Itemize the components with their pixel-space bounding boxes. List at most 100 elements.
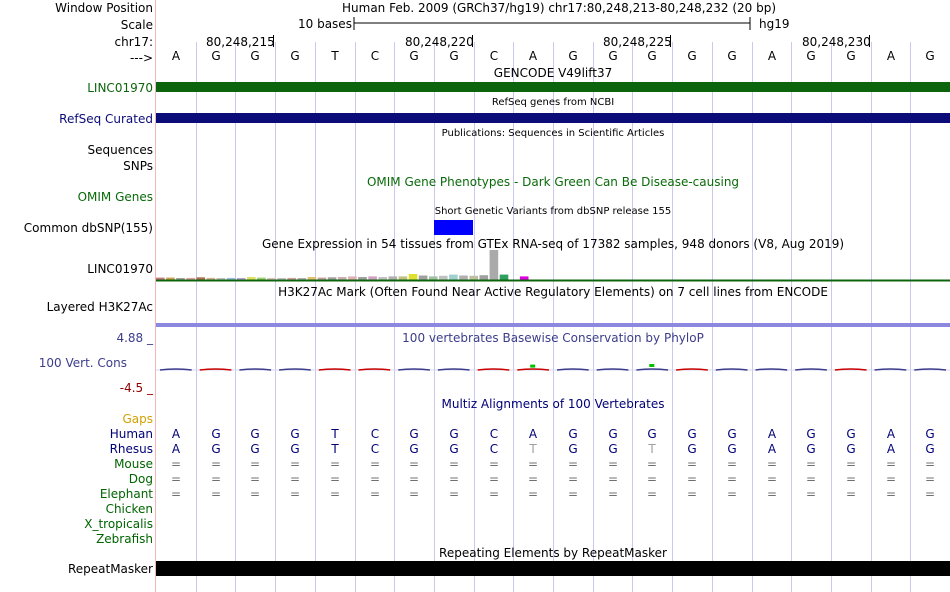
gtex-tissue-bar: [489, 250, 499, 280]
species-label[interactable]: Mouse: [114, 457, 153, 471]
gencode-track-label[interactable]: LINC01970: [87, 81, 153, 95]
base-letter: G: [925, 49, 935, 63]
alignment-base: =: [488, 472, 500, 486]
alignment-base: =: [924, 472, 936, 486]
alignment-base: G: [290, 442, 300, 456]
conservation-track-label[interactable]: 100 Vert. Cons: [38, 356, 127, 370]
refseq-track-label[interactable]: RefSeq Curated: [59, 112, 153, 126]
gridline: [235, 42, 236, 592]
phylop-base-score: [715, 368, 748, 371]
alignment-base: T: [331, 427, 339, 441]
alignment-base: =: [488, 457, 500, 471]
gtex-tissue-bar: [236, 278, 246, 280]
gencode-gene-bar[interactable]: [156, 82, 950, 92]
omim-title: OMIM Gene Phenotypes - Dark Green Can Be…: [366, 175, 740, 189]
gridline: [791, 42, 792, 592]
gtex-tissue-bar: [348, 276, 357, 280]
gridline: [672, 42, 673, 592]
gtex-tissue-bar: [378, 277, 387, 280]
gtex-tissue-bar: [247, 277, 256, 280]
gtex-tissue-bar: [519, 276, 529, 280]
species-label[interactable]: X_tropicalis: [84, 517, 153, 531]
alignment-base: =: [885, 472, 897, 486]
gridline: [593, 42, 594, 592]
gtex-track-label[interactable]: LINC01970: [87, 262, 153, 276]
gridline: [632, 42, 633, 592]
alignment-base: G: [727, 442, 737, 456]
gridline: [315, 42, 316, 592]
alignment-base: C: [489, 442, 499, 456]
gtex-tissue-bar: [368, 276, 377, 280]
alignment-base: =: [170, 472, 182, 486]
species-label[interactable]: Elephant: [99, 487, 153, 501]
phylop-conserved-mark: [530, 364, 536, 368]
phylop-base-score: [437, 368, 470, 371]
h3k27ac-signal[interactable]: [156, 323, 950, 327]
phylop-base-score: [596, 368, 629, 371]
phylop-base-score: [517, 368, 550, 371]
base-letter: G: [290, 49, 300, 63]
phylop-base-score: [398, 368, 430, 371]
alignment-base: =: [885, 487, 897, 501]
coordinate-tick-label: 80,248,215: [206, 35, 275, 49]
refseq-gene-bar[interactable]: [156, 113, 950, 123]
strand-arrow-label[interactable]: --->: [129, 51, 153, 65]
sequences-track-label[interactable]: Sequences: [87, 143, 153, 157]
base-letter: T: [331, 49, 339, 63]
omim-track-label[interactable]: OMIM Genes: [77, 190, 153, 204]
dbsnp-track-label[interactable]: Common dbSNP(155): [23, 221, 153, 235]
alignment-base: A: [171, 427, 181, 441]
alignment-base: =: [845, 487, 857, 501]
repeatmasker-element[interactable]: [156, 561, 950, 576]
base-letter: G: [250, 49, 260, 63]
gtex-tissue-bar: [226, 277, 236, 280]
gtex-tissue-bar: [307, 277, 317, 280]
gtex-bar-chart[interactable]: [156, 250, 950, 282]
h3k27ac-track-label[interactable]: Layered H3K27Ac: [46, 300, 153, 314]
base-letter: C: [489, 49, 499, 63]
gtex-tissue-bar: [337, 277, 347, 280]
dbsnp-variant[interactable]: [434, 220, 473, 235]
alignment-base: A: [767, 427, 777, 441]
phylop-base-score: [199, 368, 232, 371]
alignment-base: G: [211, 427, 221, 441]
gtex-tissue-bar: [277, 278, 286, 280]
species-label[interactable]: Zebrafish: [96, 532, 153, 546]
alignment-base: =: [686, 487, 698, 501]
gaps-track-label[interactable]: Gaps: [122, 412, 153, 426]
species-label[interactable]: Rhesus: [109, 442, 153, 456]
base-letter: G: [806, 49, 816, 63]
phylop-plot[interactable]: [156, 345, 950, 395]
phylop-base-score: [874, 368, 907, 371]
alignment-base: A: [886, 442, 896, 456]
phylop-base-score: [477, 368, 510, 371]
gtex-tissue-bar: [398, 276, 408, 280]
refseq-title: RefSeq genes from NCBI: [491, 97, 615, 108]
base-letter: A: [767, 49, 777, 63]
gtex-tissue-bar: [418, 275, 428, 280]
alignment-base: =: [646, 472, 658, 486]
alignment-base: G: [409, 442, 419, 456]
alignment-base: =: [646, 457, 658, 471]
species-label[interactable]: Dog: [128, 472, 153, 486]
coordinate-tick-label: 80,248,230: [802, 35, 871, 49]
alignment-base: =: [210, 472, 222, 486]
repeatmasker-track-label[interactable]: RepeatMasker: [67, 562, 153, 576]
alignment-base: =: [766, 487, 778, 501]
h3k27ac-title: H3K27Ac Mark (Often Found Near Active Re…: [278, 285, 828, 299]
gtex-tissue-bar: [327, 277, 337, 280]
gridline: [910, 42, 911, 592]
alignment-base: =: [766, 457, 778, 471]
genome-browser-image[interactable]: Human Feb. 2009 (GRCh37/hg19) chr17:80,2…: [156, 0, 950, 592]
species-label[interactable]: Human: [109, 427, 153, 441]
alignment-base: =: [448, 457, 460, 471]
species-label[interactable]: Chicken: [105, 502, 153, 516]
alignment-base: =: [567, 472, 579, 486]
alignment-base: =: [408, 472, 420, 486]
alignment-base: =: [448, 487, 460, 501]
alignment-base: G: [250, 427, 260, 441]
snps-track-label[interactable]: SNPs: [123, 159, 153, 173]
coordinate-tick-mark: [472, 35, 473, 47]
publications-title: Publications: Sequences in Scientific Ar…: [441, 128, 665, 139]
phylop-base-score: [834, 368, 867, 371]
